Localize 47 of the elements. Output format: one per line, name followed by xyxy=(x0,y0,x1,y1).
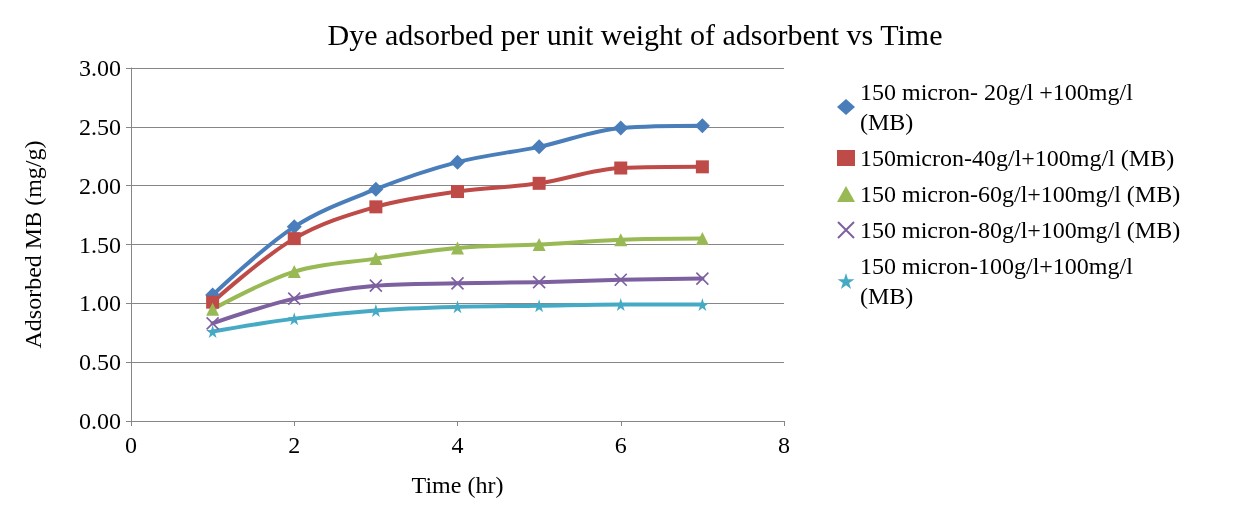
point xyxy=(613,273,628,287)
point xyxy=(287,291,302,306)
point xyxy=(205,316,220,331)
y-tick-label: 0.00 xyxy=(79,408,121,434)
point xyxy=(286,219,302,235)
point xyxy=(694,118,710,134)
point xyxy=(614,233,628,247)
point xyxy=(614,161,628,175)
point xyxy=(695,160,709,174)
point xyxy=(206,302,220,316)
point xyxy=(287,265,301,279)
y-tick-label: 1.50 xyxy=(79,231,121,258)
legend-label: 150 micron-80g/l+100mg/l (MB) xyxy=(860,217,1181,243)
legend-label: 150 micron-60g/l+100mg/l (MB) xyxy=(860,181,1181,207)
point xyxy=(369,278,383,293)
point xyxy=(532,176,546,190)
legend-label: 150 micron-100g/l+100mg/l (MB) xyxy=(860,253,1139,309)
legend-label: 150 micron- 20g/l +100mg/l (MB) xyxy=(860,79,1139,135)
y-tick-label: 2.00 xyxy=(79,172,121,199)
point xyxy=(450,154,465,170)
point xyxy=(368,181,384,197)
y-axis-title: Adsorbed MB (mg/g) xyxy=(20,140,46,349)
point xyxy=(287,232,301,246)
point xyxy=(695,232,709,246)
point xyxy=(451,300,464,314)
x-tick-label: 0 xyxy=(125,432,137,458)
y-tick-label: 2.50 xyxy=(79,113,121,140)
x-tick-label: 8 xyxy=(778,432,790,458)
point xyxy=(613,120,629,136)
point xyxy=(451,185,464,199)
x-tick-label: 6 xyxy=(614,432,627,458)
point xyxy=(532,275,546,289)
legend-label: 150micron-40g/l+100mg/l (MB) xyxy=(860,145,1175,171)
y-tick-label: 0.50 xyxy=(79,349,121,376)
point xyxy=(532,238,546,251)
point xyxy=(695,271,710,286)
x-tick-label: 2 xyxy=(288,432,301,458)
point xyxy=(451,241,464,255)
y-tick-label: 1.00 xyxy=(79,290,121,317)
point xyxy=(369,200,383,214)
y-tick-label: 3.00 xyxy=(79,55,121,81)
x-tick-label: 4 xyxy=(451,432,464,458)
point xyxy=(531,139,547,155)
x-axis-title: Time (hr) xyxy=(411,472,504,498)
point xyxy=(369,252,383,266)
chart-title: Dye adsorbed per unit weight of adsorbent vs Time xyxy=(327,17,943,51)
point xyxy=(450,276,465,291)
